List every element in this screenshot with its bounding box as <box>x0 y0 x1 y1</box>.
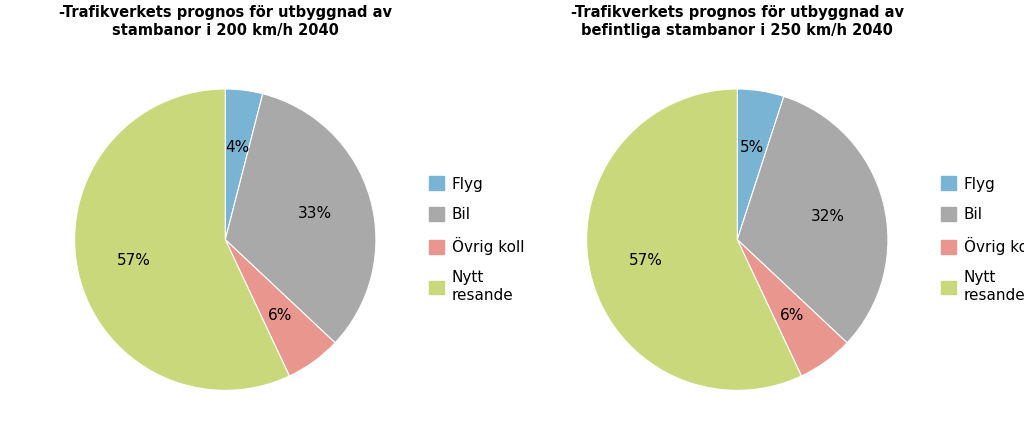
Text: 57%: 57% <box>629 253 664 268</box>
Legend: Flyg, Bil, Övrig koll, Nytt
resande: Flyg, Bil, Övrig koll, Nytt resande <box>429 176 524 303</box>
Text: 6%: 6% <box>780 308 805 323</box>
Text: 6%: 6% <box>268 308 293 323</box>
Wedge shape <box>225 89 263 240</box>
Text: 4%: 4% <box>225 140 249 155</box>
Text: 33%: 33% <box>298 206 332 221</box>
Title: Varifrån kommer resenärerna?
-Trafikverkets prognos för utbyggnad av
stambanor i: Varifrån kommer resenärerna? -Trafikverk… <box>58 0 392 38</box>
Wedge shape <box>737 89 783 240</box>
Text: 5%: 5% <box>739 140 764 155</box>
Wedge shape <box>587 89 802 390</box>
Wedge shape <box>737 240 847 376</box>
Wedge shape <box>225 94 376 343</box>
Text: 57%: 57% <box>117 253 152 268</box>
Title: Varifrån kommer resenärerna?
-Trafikverkets prognos för utbyggnad av
befintliga : Varifrån kommer resenärerna? -Trafikverk… <box>570 0 904 38</box>
Text: 32%: 32% <box>811 209 845 224</box>
Wedge shape <box>737 96 888 343</box>
Wedge shape <box>75 89 290 390</box>
Wedge shape <box>225 240 335 376</box>
Legend: Flyg, Bil, Övrig koll, Nytt
resande: Flyg, Bil, Övrig koll, Nytt resande <box>941 176 1024 303</box>
